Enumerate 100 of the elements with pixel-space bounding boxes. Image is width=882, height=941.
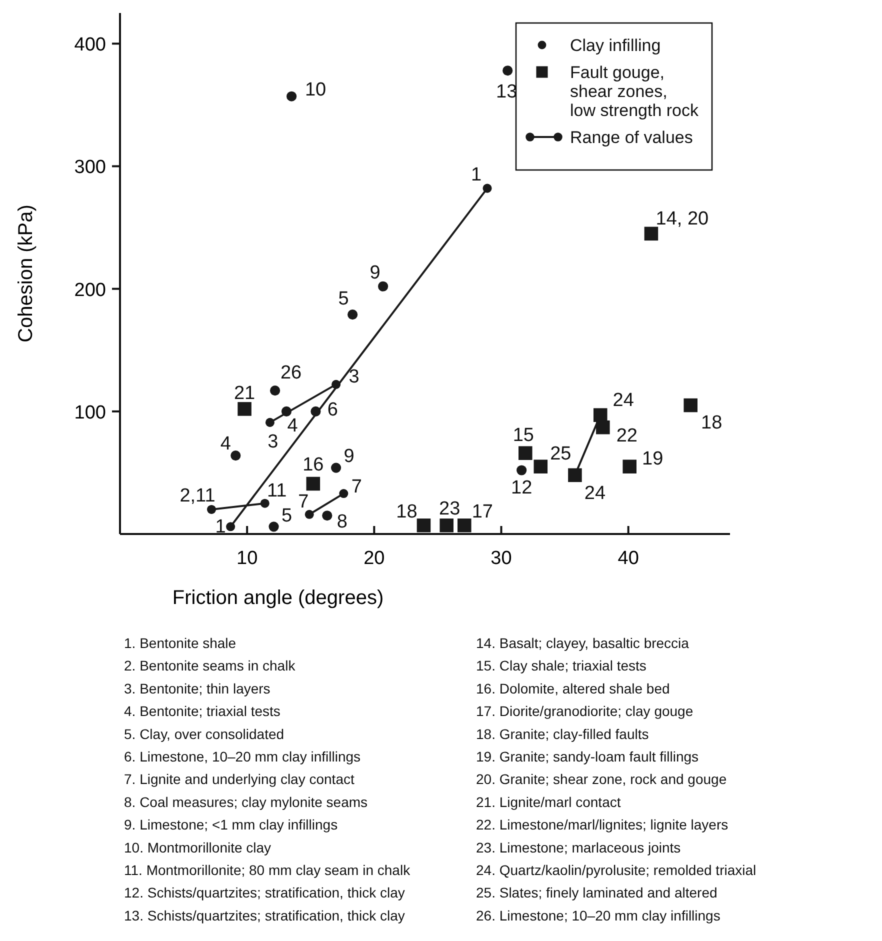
point [440, 518, 454, 532]
annotation: 23 [439, 498, 460, 520]
annotation: 18 [396, 501, 418, 522]
point [286, 91, 297, 102]
point [330, 462, 342, 473]
annotation: 1 [470, 164, 482, 186]
point [568, 468, 582, 482]
text: 18. Granite; clay-filled faults [476, 726, 649, 742]
text: 16. Dolomite, altered shale bed [476, 680, 670, 696]
text: 24. Quartz/kaolin/pyrolusite; remolded triaxial [476, 862, 756, 878]
annotation: 5 [338, 288, 349, 310]
text: 1. Bentonite shale [124, 635, 236, 651]
y-tick-label: 200 [74, 280, 106, 301]
text: 11. Montmorillonite; 80 mm clay seam in chalk [124, 862, 412, 878]
annotation: 26 [280, 362, 302, 384]
text: 17. Diorite/granodiorite; clay gouge [476, 703, 694, 720]
legend-label: Range of values [570, 128, 693, 147]
text: 13. Schists/quartzites; stratification, thick clay [124, 907, 405, 924]
annotation: 15 [512, 425, 534, 446]
point [502, 66, 513, 76]
legend-label: Clay infilling [570, 36, 661, 55]
text: 6. Limestone, 10–20 mm clay infillings [124, 748, 361, 764]
y-tick-label: 300 [74, 157, 106, 178]
annotation: 21 [234, 382, 256, 404]
point [348, 310, 358, 320]
point [265, 418, 274, 427]
annotation: 10 [304, 79, 326, 100]
annotation: 4 [220, 434, 232, 455]
annotation: 7 [298, 491, 309, 512]
annotation: 6 [327, 399, 338, 420]
point [304, 510, 314, 519]
x-axis-title: Friction angle (degrees) [172, 587, 384, 609]
text: 3. Bentonite; thin layers [124, 680, 270, 696]
x-tick-label: 30 [490, 548, 512, 569]
point [622, 460, 636, 474]
text: 12. Schists/quartzites; stratification, thick clay [124, 884, 405, 901]
text: 2. Bentonite seams in chalk [124, 658, 296, 674]
annotation: 12 [511, 477, 532, 498]
x-tick-label: 40 [618, 548, 639, 569]
annotation: 22 [616, 425, 638, 446]
text: 14. Basalt; clayey, basaltic breccia [476, 635, 690, 651]
text: 10. Montmorillonite clay [124, 839, 272, 856]
text: 8. Coal measures; clay mylonite seams [124, 794, 368, 810]
text: 20. Granite; shear zone, rock and gouge [476, 771, 727, 788]
annotation: 24 [612, 390, 634, 412]
x-tick-label: 10 [236, 548, 258, 569]
annotation: 5 [281, 506, 292, 527]
annotation: 3 [268, 431, 278, 452]
text: 23. Limestone; marlaceous joints [476, 839, 681, 856]
point [226, 522, 236, 532]
annotation: 11 [267, 480, 287, 502]
text: 4. Bentonite; triaxial tests [124, 703, 280, 720]
annotation: 25 [550, 444, 572, 465]
point [518, 446, 532, 460]
text: 22. Limestone/marl/lignites; lignite layers [476, 816, 728, 833]
text: 9. Limestone; <1 mm clay infillings [124, 816, 338, 833]
point [593, 408, 608, 422]
annotation: 16 [302, 454, 324, 476]
y-tick-label: 400 [74, 34, 106, 56]
text: 15. Clay shale; triaxial tests [476, 658, 646, 674]
annotation: 4 [287, 415, 298, 436]
text: 25. Slates; finely laminated and altered [476, 884, 718, 901]
point [238, 402, 252, 416]
point [260, 498, 270, 508]
annotation: 24 [584, 483, 606, 504]
text: 19. Granite; sandy-loam fault fillings [476, 748, 699, 764]
y-tick-label: 100 [74, 402, 106, 424]
point [416, 518, 431, 532]
point [206, 504, 216, 514]
point [270, 386, 280, 396]
annotation: 14, 20 [656, 208, 709, 230]
annotation: 2,11 [180, 485, 216, 506]
annotation: 8 [336, 512, 348, 533]
annotation: 9 [344, 446, 354, 467]
point [482, 184, 492, 193]
point [230, 450, 241, 461]
point [322, 510, 332, 521]
point [534, 460, 548, 474]
point [339, 489, 348, 498]
point [684, 398, 698, 412]
text: 21. Lignite/marl contact [476, 794, 621, 810]
annotation: 19 [642, 448, 664, 470]
annotation: 7 [351, 476, 362, 498]
text: 26. Limestone; 10–20 mm clay infillings [476, 907, 720, 924]
text: 5. Clay, over consolidated [124, 726, 284, 742]
annotation: 9 [370, 262, 380, 284]
point [644, 226, 658, 241]
point [516, 465, 527, 476]
annotation: 13 [496, 82, 518, 103]
annotation: 18 [701, 412, 722, 434]
annotation: 17 [472, 501, 493, 522]
text: 7. Lignite and underlying clay contact [124, 771, 354, 788]
point [458, 518, 472, 532]
point [332, 380, 341, 389]
point [306, 476, 320, 491]
y-axis-title: Cohesion (kPa) [15, 204, 37, 342]
annotation: 1 [215, 516, 226, 538]
x-tick-label: 20 [364, 548, 385, 569]
legend-label: Fault gouge, shear zones, low strength rock [570, 63, 699, 120]
annotation: 3 [348, 366, 360, 388]
